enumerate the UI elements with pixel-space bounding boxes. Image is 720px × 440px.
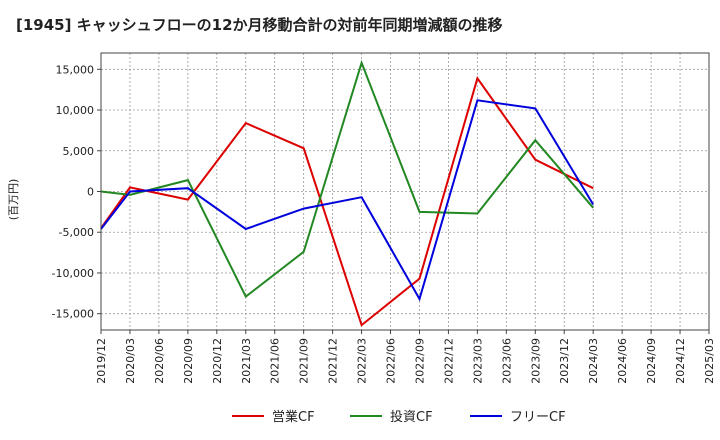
x-tick-label: 2024/03 bbox=[587, 338, 600, 384]
x-tick-label: 2020/03 bbox=[124, 338, 137, 384]
y-tick-label: -5,000 bbox=[59, 226, 94, 239]
y-tick-label: 15,000 bbox=[56, 63, 95, 76]
x-tick-label: 2021/03 bbox=[240, 338, 253, 384]
y-tick-label: -15,000 bbox=[52, 308, 94, 321]
y-tick-label: 5,000 bbox=[63, 145, 95, 158]
x-tick-label: 2021/12 bbox=[327, 338, 340, 384]
x-tick-label: 2021/06 bbox=[269, 338, 282, 384]
y-tick-label: 0 bbox=[87, 186, 94, 199]
x-tick-label: 2024/06 bbox=[616, 338, 629, 384]
legend-label: 投資CF bbox=[390, 409, 433, 425]
x-tick-label: 2022/03 bbox=[356, 338, 369, 384]
chart-title: [1945] キャッシュフローの12か月移動合計の対前年同期増減額の推移 bbox=[16, 16, 503, 34]
x-tick-label: 2022/12 bbox=[442, 338, 455, 384]
series-layer bbox=[100, 59, 595, 327]
x-tick-label: 2022/06 bbox=[385, 338, 398, 384]
x-tick-label: 2024/12 bbox=[674, 338, 687, 384]
series-line-投資CF bbox=[100, 59, 594, 299]
x-tick-label: 2025/03 bbox=[703, 338, 716, 384]
y-tick-label: 10,000 bbox=[56, 104, 95, 117]
x-tick-label: 2022/09 bbox=[413, 338, 426, 384]
x-tick-label: 2024/09 bbox=[645, 338, 658, 384]
y-axis-label: (百万円) bbox=[7, 179, 20, 221]
y-tick-label: -10,000 bbox=[52, 267, 94, 280]
series-line-フリーCF bbox=[100, 99, 595, 302]
legend: 営業CF 投資CF フリーCF bbox=[232, 409, 566, 425]
plot-frame bbox=[100, 52, 710, 331]
x-axis-ticks: 2019/12 2020/03 2020/06 2020/09 2020/12 2021/… bbox=[95, 330, 716, 384]
x-tick-label: 2023/03 bbox=[471, 338, 484, 384]
x-tick-label: 2023/06 bbox=[500, 338, 513, 384]
series-line-営業CF bbox=[100, 76, 594, 327]
x-tick-label: 2019/12 bbox=[95, 338, 108, 384]
legend-label: 営業CF bbox=[272, 409, 315, 425]
x-tick-label: 2023/12 bbox=[558, 338, 571, 384]
x-tick-label: 2020/09 bbox=[182, 338, 195, 384]
x-tick-label: 2023/09 bbox=[529, 338, 542, 384]
x-tick-label: 2020/12 bbox=[211, 338, 224, 384]
y-axis-ticks: 15,000 10,000 5,000 0 -5,000 -10,000 -15,000 bbox=[52, 63, 101, 321]
x-tick-label: 2020/06 bbox=[153, 338, 166, 384]
x-tick-label: 2021/09 bbox=[298, 338, 311, 384]
legend-label: フリーCF bbox=[510, 410, 566, 425]
